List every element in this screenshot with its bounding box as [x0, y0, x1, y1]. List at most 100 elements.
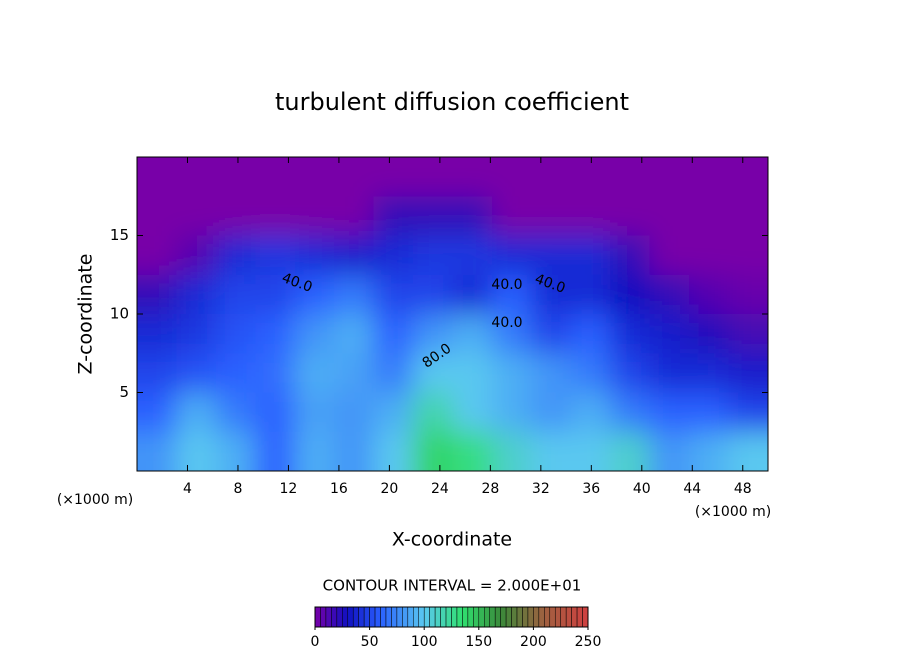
field-cell — [215, 392, 257, 433]
field-cell — [689, 353, 730, 394]
field-cell — [531, 392, 572, 433]
colorbar-tick-label: 150 — [465, 634, 492, 650]
contour-label: 40.0 — [491, 277, 522, 293]
field-cell — [215, 196, 257, 237]
field-cell — [491, 392, 533, 433]
field-cell — [413, 431, 454, 471]
field-cell — [610, 431, 651, 471]
field-cell — [413, 314, 454, 355]
field-cell — [610, 274, 651, 315]
field-cell — [334, 196, 375, 237]
colorbar-swatch — [554, 606, 561, 628]
field-cell — [452, 274, 493, 315]
field-cell — [728, 196, 768, 237]
field-cell — [452, 196, 493, 237]
field-cell — [294, 353, 336, 394]
field-cell — [452, 392, 493, 433]
field-cell — [491, 196, 533, 237]
field-cell — [176, 235, 217, 276]
field-cell — [137, 196, 178, 237]
field-cell — [452, 353, 493, 394]
x-tick-label: 40 — [633, 481, 651, 497]
field-cell — [334, 431, 375, 471]
colorbar-swatch — [538, 606, 545, 628]
field-cell — [413, 196, 454, 237]
field-cell — [255, 274, 296, 315]
field-cell — [294, 314, 336, 355]
y-tick-label: 10 — [110, 305, 129, 323]
colorbar-swatch — [456, 606, 463, 628]
field-cell — [137, 392, 178, 433]
colorbar-swatch — [511, 606, 518, 628]
field-cell — [728, 274, 768, 315]
field-cell — [294, 196, 336, 237]
colorbar-swatch — [336, 606, 343, 628]
field-cell — [294, 157, 336, 198]
field-cell — [649, 157, 691, 198]
field-cell — [176, 314, 217, 355]
x-tick-label: 32 — [532, 481, 550, 497]
field-cell — [689, 431, 730, 471]
colorbar-swatch — [549, 606, 556, 628]
contour-interval: CONTOUR INTERVAL = 2.000E+01 — [323, 577, 582, 595]
field-cell — [255, 314, 296, 355]
colorbar-swatch — [445, 606, 452, 628]
colorbar-swatch — [418, 606, 425, 628]
field-cell — [334, 353, 375, 394]
colorbar-swatch — [434, 606, 441, 628]
field-cell — [491, 235, 533, 276]
colorbar-swatch — [385, 606, 392, 628]
field-cell — [334, 274, 375, 315]
field-cell — [137, 353, 178, 394]
field-cell — [413, 392, 454, 433]
field-cell — [531, 431, 572, 471]
field-cell — [570, 196, 612, 237]
field-cell — [294, 235, 336, 276]
x-unit-label: (×1000 m) — [57, 492, 133, 508]
field-cell — [570, 353, 612, 394]
colorbar-swatch — [320, 606, 327, 628]
field-cell — [215, 314, 257, 355]
colorbar-swatch — [374, 606, 381, 628]
field-cell — [294, 431, 336, 471]
field-cell — [255, 392, 296, 433]
field-cell — [610, 157, 651, 198]
colorbar-swatch — [325, 606, 332, 628]
colorbar-swatch — [451, 606, 458, 628]
field-cell — [531, 353, 572, 394]
field-cell — [452, 314, 493, 355]
x-tick-label: 16 — [330, 481, 348, 497]
colorbar-swatch — [560, 606, 567, 628]
colorbar-swatch — [522, 606, 529, 628]
field-cell — [176, 431, 217, 471]
field-cell — [413, 157, 454, 198]
field-cell — [255, 196, 296, 237]
field-cell — [728, 353, 768, 394]
field-cell — [689, 314, 730, 355]
field-cell — [334, 314, 375, 355]
field-cell — [610, 196, 651, 237]
colorbar-swatch — [396, 606, 403, 628]
x-tick-label: 28 — [481, 481, 499, 497]
field-cell — [373, 392, 415, 433]
field-cell — [334, 392, 375, 433]
colorbar-swatch — [467, 606, 474, 628]
field-cell — [413, 353, 454, 394]
colorbar-swatch — [352, 606, 359, 628]
field-cell — [570, 157, 612, 198]
field-cell — [531, 235, 572, 276]
colorbar-swatch — [478, 606, 485, 628]
field-cell — [531, 196, 572, 237]
field-cell — [373, 157, 415, 198]
field-cell — [728, 157, 768, 198]
colorbar-swatch — [402, 606, 409, 628]
field-cell — [649, 314, 691, 355]
field-cell — [649, 353, 691, 394]
chart-title: turbulent diffusion coefficient — [275, 88, 629, 116]
field-cell — [373, 314, 415, 355]
x-tick-label: 44 — [683, 481, 701, 497]
colorbar-swatch — [533, 606, 540, 628]
field-cell — [176, 353, 217, 394]
field-cell — [452, 157, 493, 198]
